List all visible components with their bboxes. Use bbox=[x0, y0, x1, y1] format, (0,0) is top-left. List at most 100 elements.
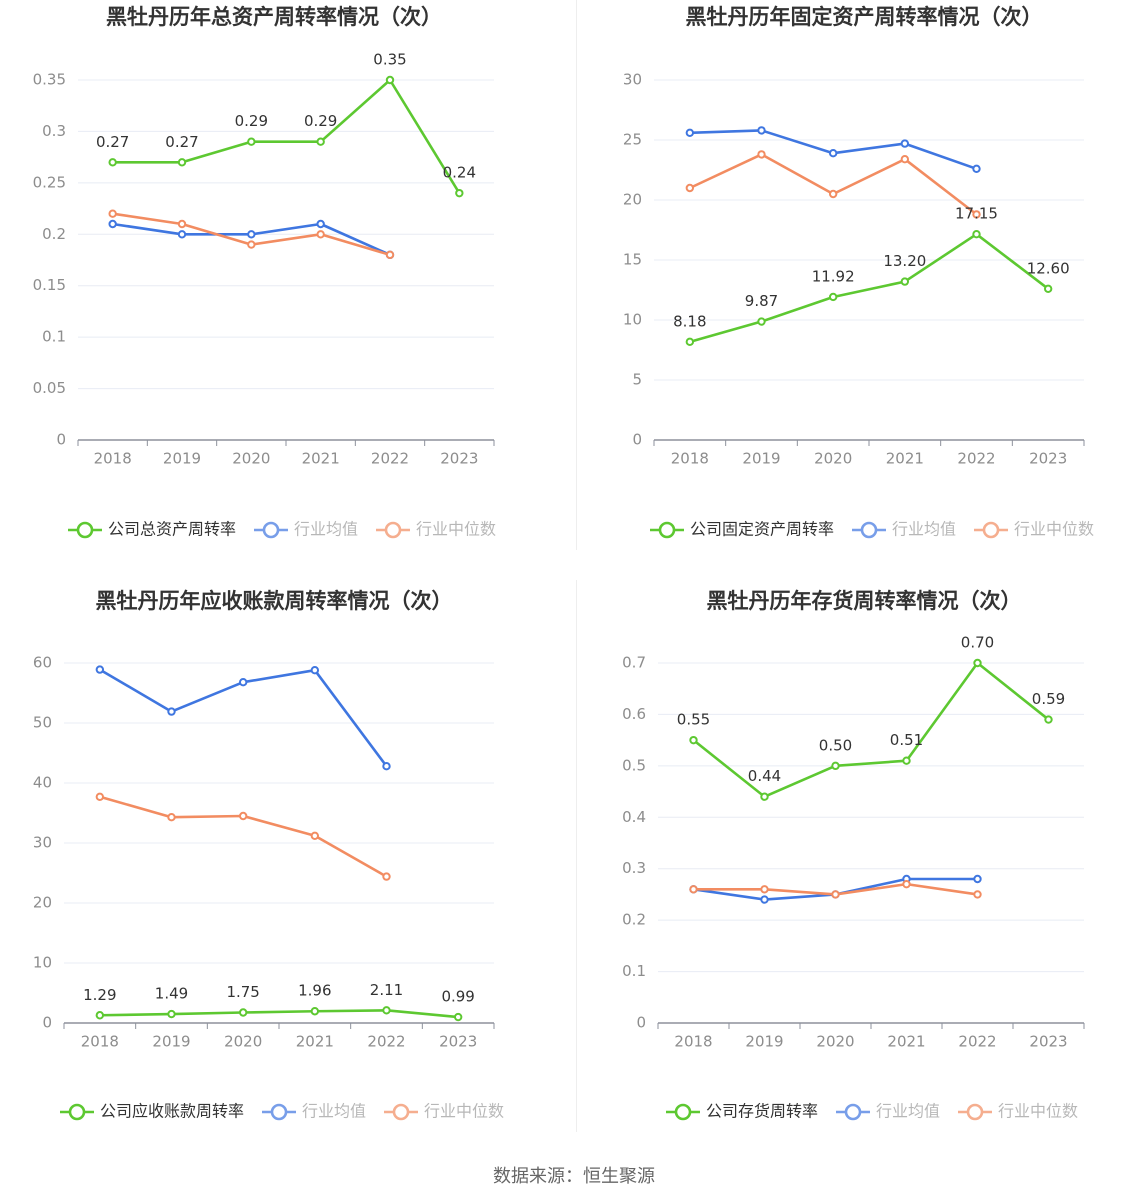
data-point bbox=[316, 219, 325, 229]
data-label: 17.15 bbox=[955, 205, 998, 223]
series-line bbox=[689, 153, 978, 216]
legend-label: 行业中位数 bbox=[424, 1102, 504, 1121]
x-tick-label: 2021 bbox=[886, 450, 924, 468]
data-point bbox=[167, 707, 176, 716]
series-line bbox=[99, 1009, 459, 1019]
data-point bbox=[177, 158, 187, 167]
x-tick-label: 2023 bbox=[1029, 1033, 1067, 1051]
x-tick-label: 2023 bbox=[439, 1033, 477, 1051]
y-tick-label: 40 bbox=[33, 774, 52, 792]
y-tick-label: 10 bbox=[623, 311, 642, 329]
data-point bbox=[247, 230, 256, 239]
x-tick-label: 2019 bbox=[745, 1033, 783, 1051]
chart-panel-3: 黑牡丹历年应收账款周转率情况（次） 0 10 20 30 40 50 60 2018 2019 20… bbox=[33, 589, 504, 1121]
legend-item: 公司存货周转率 bbox=[666, 1102, 818, 1121]
data-point bbox=[900, 139, 910, 148]
data-point bbox=[689, 885, 698, 894]
series-line bbox=[692, 661, 1050, 799]
data-label: 2.11 bbox=[370, 981, 403, 999]
data-point bbox=[310, 1007, 320, 1016]
series-line bbox=[112, 222, 391, 257]
x-tick-label: 2020 bbox=[232, 450, 270, 468]
legend-item: 行业中位数 bbox=[974, 520, 1094, 539]
y-tick-label: 20 bbox=[623, 191, 642, 209]
data-label: 1.29 bbox=[83, 986, 116, 1004]
y-tick-label: 15 bbox=[623, 251, 642, 269]
data-source-note: 数据来源：恒生聚源 bbox=[493, 1166, 655, 1187]
legend-marker bbox=[270, 1103, 288, 1121]
x-tick-label: 2018 bbox=[81, 1033, 119, 1051]
y-tick-label: 5 bbox=[632, 371, 642, 389]
x-tick-label: 2023 bbox=[1029, 450, 1067, 468]
data-label: 0.70 bbox=[961, 634, 994, 652]
legend-marker bbox=[68, 1103, 86, 1121]
data-point bbox=[685, 337, 695, 347]
legend-marker bbox=[262, 521, 280, 539]
data-point bbox=[455, 188, 464, 198]
legend-label: 行业中位数 bbox=[416, 520, 496, 539]
data-point bbox=[900, 155, 910, 164]
y-tick-label: 0 bbox=[636, 1014, 646, 1032]
data-label: 0.29 bbox=[304, 112, 337, 130]
y-tick-label: 0.3 bbox=[622, 859, 646, 877]
legend-label: 行业均值 bbox=[302, 1102, 366, 1121]
y-tick-label: 0 bbox=[632, 431, 642, 449]
x-tick-label: 2020 bbox=[814, 450, 852, 468]
legend-marker bbox=[966, 1103, 984, 1121]
legend-item: 行业中位数 bbox=[384, 1102, 504, 1121]
legend-label: 行业均值 bbox=[876, 1102, 940, 1121]
y-tick-label: 50 bbox=[33, 714, 52, 732]
x-tick-label: 2022 bbox=[958, 1033, 996, 1051]
data-label: 1.49 bbox=[155, 985, 188, 1003]
data-label: 9.87 bbox=[745, 292, 778, 310]
data-label: 0.24 bbox=[443, 164, 476, 182]
data-point bbox=[831, 890, 840, 899]
chart-panel-4: 黑牡丹历年存货周转率情况（次） 0 0.1 0.2 0.3 0.4 0.5 0.6 0.7 201… bbox=[622, 589, 1085, 1121]
x-tick-label: 2022 bbox=[367, 1033, 405, 1051]
series-line bbox=[689, 232, 1049, 344]
y-tick-label: 25 bbox=[623, 131, 642, 149]
data-label: 0.44 bbox=[748, 767, 781, 785]
x-tick-label: 2018 bbox=[94, 450, 132, 468]
x-tick-label: 2019 bbox=[163, 450, 201, 468]
data-point bbox=[382, 1006, 391, 1015]
x-tick-label: 2020 bbox=[816, 1033, 854, 1051]
legend-marker bbox=[982, 521, 1000, 539]
data-label: 13.20 bbox=[883, 252, 926, 270]
data-point bbox=[902, 756, 911, 765]
legend-item: 行业均值 bbox=[254, 520, 358, 539]
data-point bbox=[177, 230, 187, 239]
legend-marker bbox=[384, 521, 402, 539]
data-point bbox=[238, 811, 248, 821]
y-tick-label: 0.25 bbox=[33, 173, 66, 191]
data-point bbox=[167, 813, 176, 822]
y-tick-label: 30 bbox=[623, 71, 642, 89]
data-point bbox=[973, 658, 982, 668]
data-label: 1.75 bbox=[226, 983, 259, 1001]
y-tick-label: 60 bbox=[33, 654, 52, 672]
chart-title: 黑牡丹历年固定资产周转率情况（次） bbox=[686, 5, 1043, 29]
x-tick-label: 2023 bbox=[440, 450, 478, 468]
legend-marker bbox=[860, 521, 878, 539]
legend-label: 公司固定资产周转率 bbox=[690, 520, 834, 539]
data-point bbox=[757, 317, 766, 326]
y-tick-label: 0.3 bbox=[42, 122, 66, 140]
data-point bbox=[167, 1009, 176, 1019]
data-point bbox=[972, 210, 981, 219]
y-tick-label: 0.15 bbox=[33, 276, 66, 294]
legend-label: 公司应收账款周转率 bbox=[100, 1102, 244, 1121]
legend-item: 行业均值 bbox=[836, 1102, 940, 1121]
data-point bbox=[95, 792, 105, 802]
legend-label: 公司存货周转率 bbox=[706, 1102, 818, 1121]
data-point bbox=[760, 792, 769, 801]
legend-label: 行业均值 bbox=[892, 520, 956, 539]
data-point bbox=[757, 126, 766, 135]
data-point bbox=[1043, 284, 1053, 293]
data-point bbox=[828, 189, 838, 199]
data-point bbox=[973, 890, 982, 899]
data-point bbox=[831, 761, 840, 771]
data-point bbox=[247, 240, 256, 249]
panel-divider-top bbox=[576, 0, 577, 550]
data-point bbox=[238, 1008, 248, 1017]
data-point bbox=[247, 137, 256, 146]
